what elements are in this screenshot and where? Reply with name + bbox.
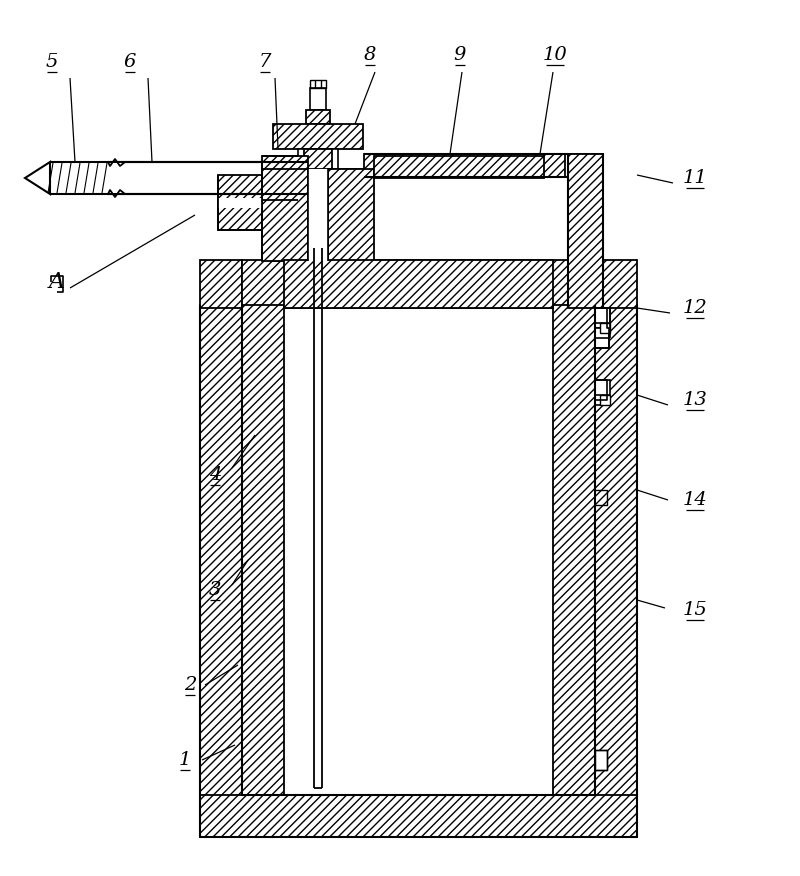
Bar (595, 328, 609, 348)
Text: 7: 7 (259, 53, 271, 71)
Text: 10: 10 (542, 46, 567, 64)
Bar (595, 260, 637, 308)
Bar (242, 305, 284, 795)
Bar (328, 169, 374, 261)
Bar (595, 305, 637, 835)
Bar (308, 169, 328, 261)
Bar (284, 260, 553, 308)
Bar (200, 795, 637, 837)
Bar (595, 385, 607, 405)
Bar (272, 169, 308, 261)
Text: 4: 4 (209, 466, 221, 484)
Bar (200, 260, 242, 308)
Bar (374, 167, 784, 177)
Bar (242, 260, 595, 308)
Text: 3: 3 (209, 581, 221, 599)
Text: 2: 2 (184, 676, 196, 694)
Bar (262, 156, 308, 200)
Bar (595, 308, 610, 323)
Bar (600, 323, 610, 333)
Text: 11: 11 (682, 169, 707, 187)
Bar (374, 156, 544, 178)
Bar (595, 380, 610, 395)
Bar (308, 169, 328, 261)
Text: A: A (49, 271, 65, 293)
Bar (242, 305, 595, 795)
Bar (262, 169, 308, 261)
Bar (298, 149, 338, 169)
Bar (568, 154, 603, 308)
Bar (218, 175, 262, 230)
Bar (218, 198, 262, 208)
Bar (595, 308, 607, 328)
Bar (328, 169, 364, 261)
Text: 15: 15 (682, 601, 707, 619)
Text: 6: 6 (124, 53, 136, 71)
Polygon shape (25, 162, 50, 194)
Bar (310, 88, 326, 110)
Bar (364, 154, 565, 177)
Bar (306, 110, 330, 124)
Bar (595, 750, 607, 770)
Bar (568, 154, 603, 177)
Bar (273, 124, 363, 149)
Bar (600, 395, 610, 405)
Text: 5: 5 (46, 53, 58, 71)
Text: 12: 12 (682, 299, 707, 317)
Text: 9: 9 (454, 46, 466, 64)
Text: 13: 13 (682, 391, 707, 409)
Bar (304, 149, 332, 169)
Bar (553, 305, 595, 795)
Text: 8: 8 (364, 46, 376, 64)
Text: 14: 14 (682, 491, 707, 509)
Bar (109, 163, 124, 193)
Bar (200, 305, 242, 835)
Text: 1: 1 (179, 751, 191, 769)
